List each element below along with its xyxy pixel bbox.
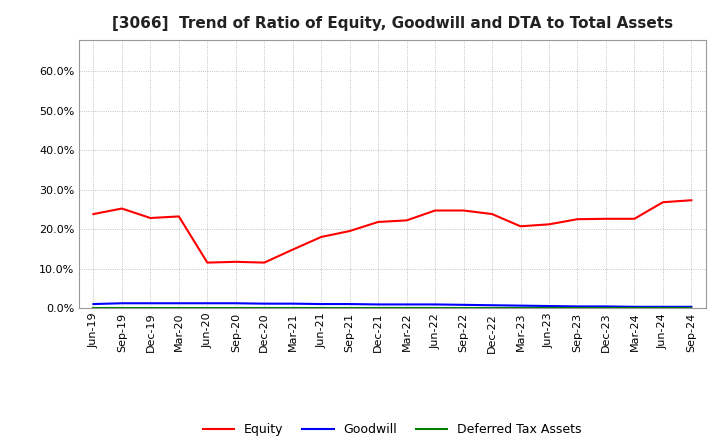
Equity <box>374 219 382 224</box>
Goodwill <box>203 301 212 306</box>
Goodwill <box>431 302 439 307</box>
Goodwill <box>232 301 240 306</box>
Goodwill <box>630 304 639 309</box>
Goodwill <box>317 301 325 307</box>
Deferred Tax Assets <box>516 305 525 310</box>
Goodwill <box>659 304 667 309</box>
Deferred Tax Assets <box>289 305 297 310</box>
Line: Goodwill: Goodwill <box>94 303 691 307</box>
Equity <box>687 198 696 203</box>
Goodwill <box>573 304 582 309</box>
Deferred Tax Assets <box>402 305 411 310</box>
Deferred Tax Assets <box>89 305 98 310</box>
Equity <box>431 208 439 213</box>
Goodwill <box>117 301 126 306</box>
Deferred Tax Assets <box>573 305 582 310</box>
Goodwill <box>174 301 183 306</box>
Equity <box>146 215 155 220</box>
Equity <box>659 200 667 205</box>
Goodwill <box>487 303 496 308</box>
Equity <box>487 212 496 217</box>
Deferred Tax Assets <box>687 305 696 310</box>
Deferred Tax Assets <box>459 305 468 310</box>
Goodwill <box>146 301 155 306</box>
Equity <box>459 208 468 213</box>
Equity <box>346 228 354 234</box>
Deferred Tax Assets <box>203 305 212 310</box>
Goodwill <box>545 304 554 309</box>
Legend: Equity, Goodwill, Deferred Tax Assets: Equity, Goodwill, Deferred Tax Assets <box>198 418 587 440</box>
Equity <box>203 260 212 265</box>
Deferred Tax Assets <box>630 305 639 310</box>
Equity <box>174 214 183 219</box>
Deferred Tax Assets <box>602 305 611 310</box>
Goodwill <box>260 301 269 306</box>
Deferred Tax Assets <box>487 305 496 310</box>
Deferred Tax Assets <box>232 305 240 310</box>
Deferred Tax Assets <box>260 305 269 310</box>
Equity <box>573 216 582 222</box>
Title: [3066]  Trend of Ratio of Equity, Goodwill and DTA to Total Assets: [3066] Trend of Ratio of Equity, Goodwil… <box>112 16 673 32</box>
Deferred Tax Assets <box>346 305 354 310</box>
Equity <box>602 216 611 221</box>
Goodwill <box>89 301 98 307</box>
Deferred Tax Assets <box>374 305 382 310</box>
Goodwill <box>402 302 411 307</box>
Line: Equity: Equity <box>94 200 691 263</box>
Goodwill <box>459 302 468 308</box>
Equity <box>630 216 639 221</box>
Goodwill <box>346 301 354 307</box>
Goodwill <box>516 303 525 308</box>
Equity <box>545 222 554 227</box>
Deferred Tax Assets <box>317 305 325 310</box>
Equity <box>117 206 126 211</box>
Goodwill <box>687 304 696 309</box>
Equity <box>289 247 297 252</box>
Deferred Tax Assets <box>545 305 554 310</box>
Deferred Tax Assets <box>659 305 667 310</box>
Deferred Tax Assets <box>146 305 155 310</box>
Deferred Tax Assets <box>431 305 439 310</box>
Equity <box>232 259 240 264</box>
Goodwill <box>602 304 611 309</box>
Goodwill <box>289 301 297 306</box>
Equity <box>89 212 98 217</box>
Deferred Tax Assets <box>174 305 183 310</box>
Deferred Tax Assets <box>117 305 126 310</box>
Equity <box>402 218 411 223</box>
Goodwill <box>374 302 382 307</box>
Equity <box>260 260 269 265</box>
Equity <box>317 235 325 240</box>
Equity <box>516 224 525 229</box>
